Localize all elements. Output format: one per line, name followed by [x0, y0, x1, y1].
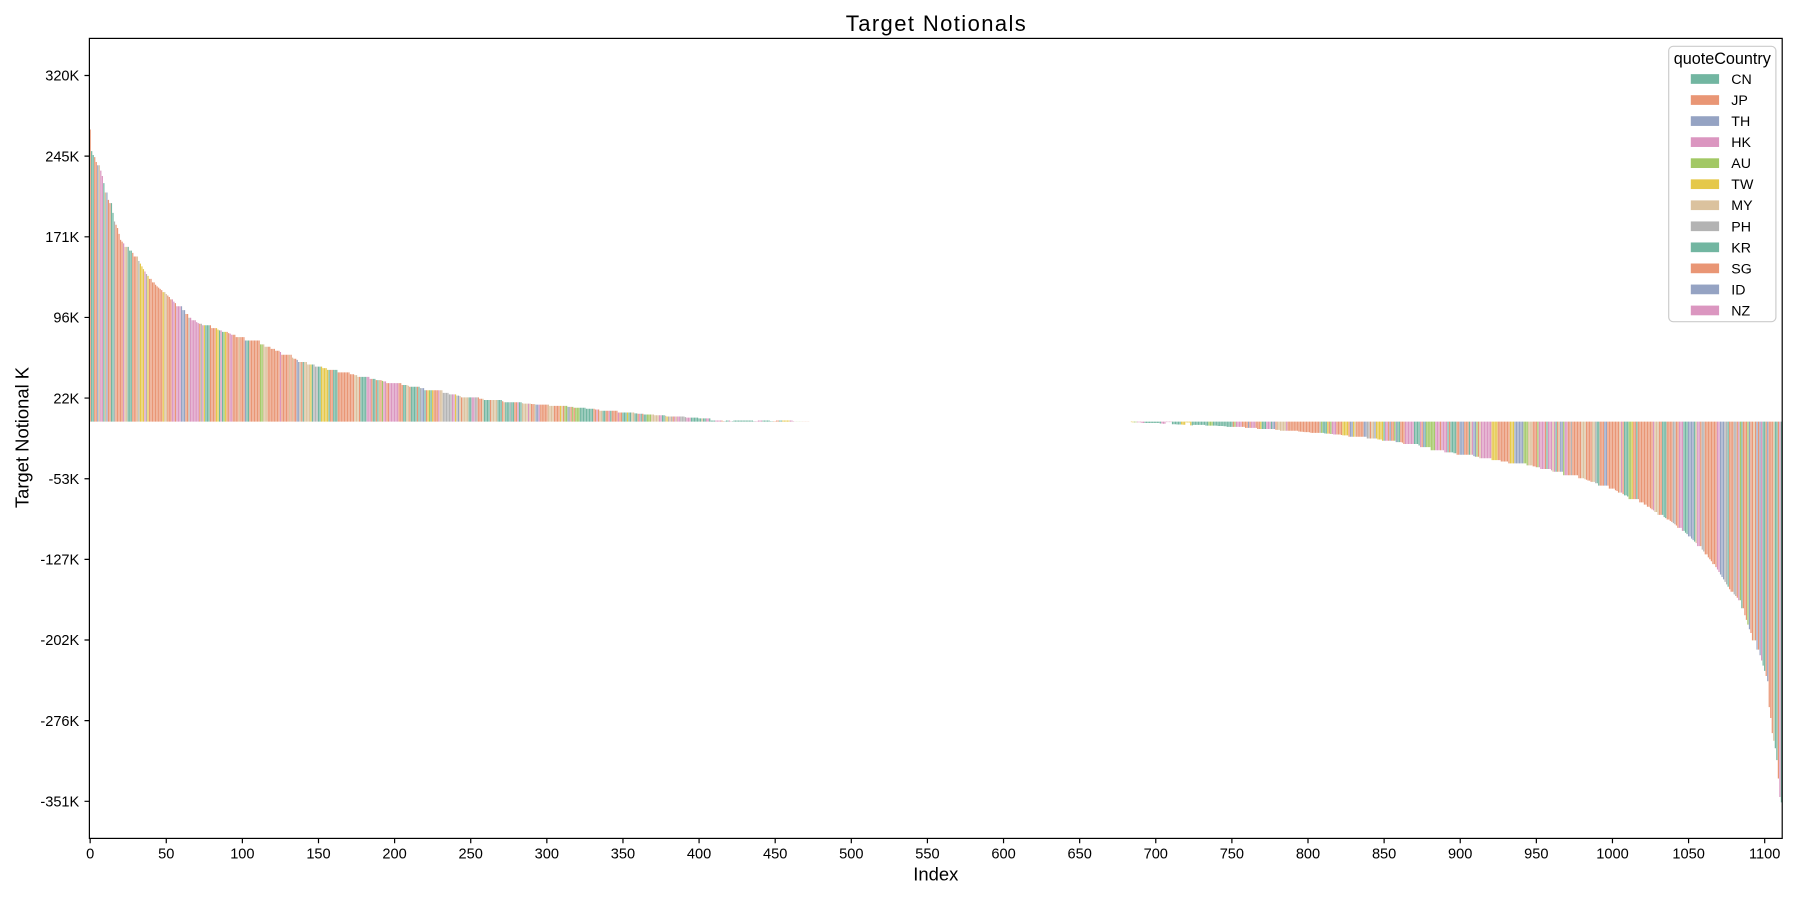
svg-text:500: 500 — [839, 846, 863, 862]
svg-text:900: 900 — [1448, 846, 1472, 862]
svg-text:450: 450 — [763, 846, 787, 862]
svg-text:TH: TH — [1731, 114, 1750, 130]
svg-text:JP: JP — [1731, 93, 1748, 109]
svg-text:Target Notional K: Target Notional K — [12, 366, 33, 508]
svg-text:Target Notionals: Target Notionals — [846, 11, 1026, 36]
svg-text:400: 400 — [687, 846, 711, 862]
svg-text:1050: 1050 — [1672, 846, 1704, 862]
svg-text:TW: TW — [1731, 177, 1754, 193]
svg-text:300: 300 — [535, 846, 559, 862]
svg-text:750: 750 — [1220, 846, 1244, 862]
svg-text:NZ: NZ — [1731, 303, 1750, 319]
svg-text:-351K: -351K — [40, 795, 79, 811]
svg-text:-127K: -127K — [40, 553, 79, 569]
svg-text:950: 950 — [1524, 846, 1548, 862]
svg-text:1100: 1100 — [1749, 846, 1780, 862]
svg-text:50: 50 — [158, 846, 174, 862]
svg-text:550: 550 — [915, 846, 939, 862]
svg-text:200: 200 — [382, 846, 406, 862]
svg-text:700: 700 — [1144, 846, 1168, 862]
svg-text:850: 850 — [1372, 846, 1396, 862]
svg-text:96K: 96K — [53, 311, 79, 327]
svg-text:350: 350 — [611, 846, 635, 862]
svg-text:-202K: -202K — [40, 633, 79, 649]
svg-text:quoteCountry: quoteCountry — [1674, 50, 1772, 68]
svg-text:250: 250 — [459, 846, 483, 862]
svg-text:100: 100 — [230, 846, 254, 862]
svg-text:PH: PH — [1731, 219, 1751, 235]
svg-text:SG: SG — [1731, 261, 1752, 277]
svg-text:171K: 171K — [45, 230, 79, 246]
svg-text:Index: Index — [913, 864, 958, 885]
svg-text:CN: CN — [1731, 72, 1752, 88]
svg-text:150: 150 — [306, 846, 330, 862]
svg-text:22K: 22K — [53, 391, 79, 407]
svg-text:HK: HK — [1731, 135, 1751, 151]
svg-text:AU: AU — [1731, 156, 1751, 172]
svg-text:-276K: -276K — [40, 714, 79, 730]
svg-text:650: 650 — [1067, 846, 1091, 862]
svg-text:600: 600 — [991, 846, 1015, 862]
svg-text:320K: 320K — [45, 69, 79, 85]
svg-text:-53K: -53K — [48, 472, 79, 488]
svg-text:800: 800 — [1296, 846, 1320, 862]
svg-text:ID: ID — [1731, 282, 1745, 298]
svg-text:MY: MY — [1731, 198, 1753, 214]
svg-text:1000: 1000 — [1596, 846, 1628, 862]
svg-text:KR: KR — [1731, 240, 1751, 256]
svg-text:0: 0 — [86, 846, 94, 862]
svg-text:245K: 245K — [45, 149, 79, 165]
